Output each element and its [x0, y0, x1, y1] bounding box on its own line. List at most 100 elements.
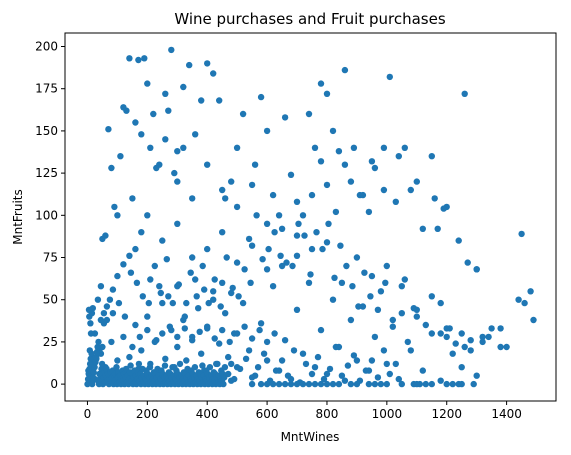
data-point	[114, 357, 121, 364]
data-point	[229, 284, 236, 292]
data-point	[350, 352, 358, 359]
y-tick-label: 50	[43, 293, 58, 307]
data-point	[530, 316, 537, 324]
data-point	[165, 293, 172, 300]
data-point	[196, 328, 203, 335]
data-point	[86, 360, 94, 368]
data-point	[311, 364, 319, 371]
data-point	[181, 325, 188, 332]
data-point	[299, 380, 307, 388]
data-point	[211, 335, 218, 342]
data-point	[389, 323, 396, 330]
data-point	[317, 326, 325, 334]
data-point	[129, 195, 136, 202]
data-point	[222, 310, 229, 317]
data-point	[380, 186, 388, 194]
data-point	[365, 208, 373, 216]
data-point	[97, 316, 105, 324]
data-point	[95, 338, 102, 346]
data-point	[94, 296, 102, 303]
data-point	[470, 380, 477, 388]
data-point	[347, 380, 355, 388]
data-point	[361, 269, 368, 276]
data-point	[371, 333, 379, 341]
data-point	[275, 380, 283, 388]
y-tick-label: 100	[35, 208, 58, 222]
data-point	[236, 365, 244, 373]
data-point	[437, 377, 444, 384]
data-point	[368, 272, 376, 280]
data-point	[127, 269, 135, 276]
data-point	[106, 296, 114, 303]
data-point	[428, 153, 435, 160]
data-point	[407, 186, 414, 194]
data-point	[168, 46, 175, 54]
data-point	[138, 229, 145, 236]
x-tick-label: 0	[84, 407, 92, 421]
data-point	[174, 343, 181, 351]
data-point	[97, 283, 105, 290]
data-point	[181, 313, 188, 320]
data-point	[225, 353, 232, 361]
data-point	[518, 230, 525, 238]
data-point	[126, 55, 133, 62]
data-point	[449, 380, 456, 388]
data-point	[443, 380, 450, 388]
data-point	[488, 325, 495, 332]
data-point	[100, 310, 108, 317]
data-point	[144, 313, 151, 320]
data-point	[92, 353, 100, 361]
data-point	[146, 364, 154, 371]
y-tick-label: 125	[35, 166, 58, 180]
data-point	[206, 364, 214, 371]
data-point	[121, 313, 129, 320]
data-point	[235, 293, 242, 300]
data-point	[174, 148, 181, 155]
data-point	[401, 276, 408, 283]
data-point	[127, 362, 134, 369]
data-point	[156, 283, 163, 290]
data-point	[161, 362, 169, 369]
data-point	[136, 333, 143, 341]
data-point	[210, 288, 217, 295]
data-point	[228, 289, 235, 297]
data-point	[186, 61, 193, 69]
data-point	[239, 299, 247, 307]
y-tick-label: 0	[50, 377, 58, 391]
data-point	[367, 293, 374, 300]
data-point	[144, 326, 151, 334]
data-point	[449, 350, 456, 357]
data-point	[317, 380, 325, 388]
data-point	[221, 364, 229, 371]
data-point	[392, 360, 399, 368]
data-point	[422, 380, 429, 388]
data-point	[503, 343, 510, 351]
data-point	[269, 380, 277, 388]
y-tick-label: 75	[43, 251, 58, 265]
data-point	[326, 365, 334, 373]
data-point	[126, 252, 133, 259]
data-point	[219, 279, 226, 286]
data-point	[248, 335, 256, 342]
data-point	[263, 357, 271, 364]
data-point	[458, 330, 465, 337]
data-point	[320, 375, 328, 383]
data-point	[464, 259, 471, 266]
data-point	[413, 178, 420, 185]
data-point	[219, 186, 226, 194]
chart-title: Wine purchases and Fruit purchases	[174, 10, 445, 28]
data-point	[332, 343, 340, 351]
data-point	[263, 338, 271, 346]
data-point	[150, 110, 157, 118]
data-point	[299, 212, 307, 219]
x-tick-label: 800	[316, 407, 339, 421]
data-point	[287, 171, 295, 178]
data-point	[269, 191, 277, 199]
data-point	[485, 333, 492, 341]
data-point	[440, 205, 447, 212]
data-point	[341, 66, 349, 74]
data-point	[135, 360, 143, 368]
data-point	[443, 333, 450, 341]
y-tick-label: 200	[35, 40, 58, 54]
data-point	[461, 90, 468, 98]
